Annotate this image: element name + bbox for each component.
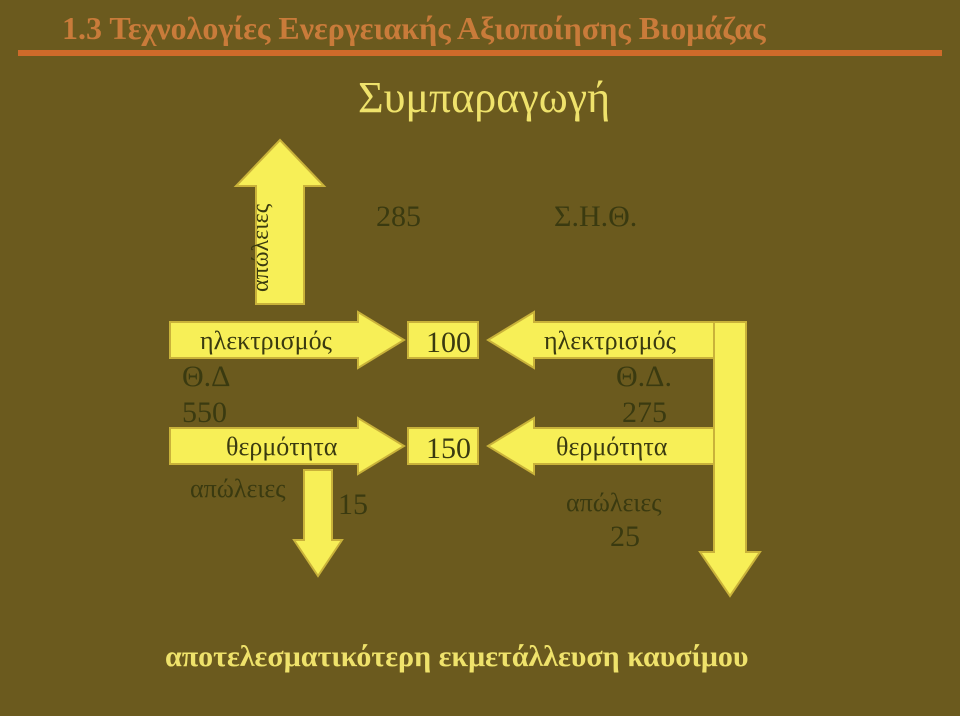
label-v100: 100 (426, 326, 471, 360)
label-elec_l: ηλεκτρισμός (200, 326, 332, 356)
slide-title: 1.3 Τεχνολογίες Ενεργειακής Αξιοποίησης … (62, 10, 766, 47)
title-underline (18, 50, 942, 56)
label-shth: Σ.Η.Θ. (554, 200, 637, 234)
label-v15: 15 (338, 488, 368, 522)
label-thd_l: Θ.Δ (182, 360, 230, 394)
label-loss-rotated: απώλειες (248, 204, 275, 292)
label-elec_r: ηλεκτρισμός (544, 326, 676, 356)
label-v25: 25 (610, 520, 640, 554)
shape-loss_down (294, 470, 342, 576)
label-v275: 275 (622, 396, 667, 430)
label-loss_r: απώλειες (566, 488, 662, 518)
label-loss_l: απώλειες (190, 474, 286, 504)
label-v150: 150 (426, 432, 471, 466)
slide-subtitle: Συμπαραγωγή (358, 72, 610, 123)
label-v550: 550 (182, 396, 227, 430)
label-heat_r: θερμότητα (556, 432, 667, 462)
label-v285: 285 (376, 200, 421, 234)
label-heat_l: θερμότητα (226, 432, 337, 462)
label-thd_r: Θ.Δ. (616, 360, 672, 394)
slide-footer: αποτελεσματικότερη εκμετάλλευση καυσίμου (165, 640, 749, 674)
